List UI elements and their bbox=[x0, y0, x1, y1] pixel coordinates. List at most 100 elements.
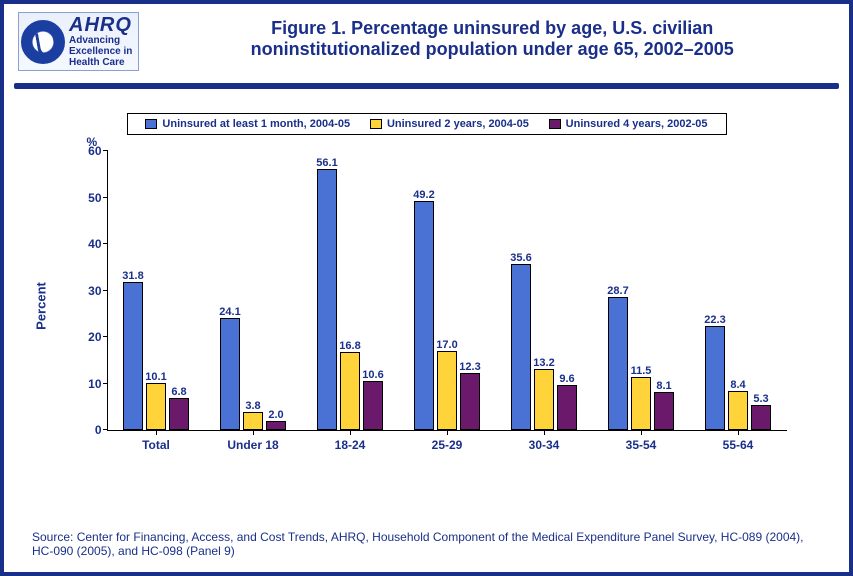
bar-s1: 24.1 bbox=[220, 318, 240, 430]
y-tick-mark bbox=[103, 429, 108, 430]
bar-s3: 5.3 bbox=[751, 405, 771, 430]
bar-group: 56.116.810.618-24 bbox=[302, 151, 399, 430]
category-label: 30-34 bbox=[529, 438, 560, 452]
category-label: 55-64 bbox=[723, 438, 754, 452]
legend-swatch-s1 bbox=[145, 119, 157, 129]
bar-value-label: 6.8 bbox=[171, 386, 186, 398]
y-tick-label: 20 bbox=[88, 330, 101, 344]
bar-value-label: 5.3 bbox=[753, 393, 768, 405]
legend-item-s1: Uninsured at least 1 month, 2004-05 bbox=[145, 118, 350, 130]
bar-value-label: 3.8 bbox=[245, 400, 260, 412]
bar-value-label: 56.1 bbox=[316, 157, 337, 169]
bar-group: 49.217.012.325-29 bbox=[399, 151, 496, 430]
x-tick-mark bbox=[544, 430, 545, 435]
y-tick-label: 0 bbox=[95, 423, 102, 437]
bar-s1: 31.8 bbox=[123, 282, 143, 430]
x-tick-mark bbox=[447, 430, 448, 435]
category-label: Total bbox=[142, 438, 170, 452]
bar-s2: 17.0 bbox=[437, 351, 457, 430]
bar-group: 31.810.16.8Total bbox=[108, 151, 205, 430]
bar-value-label: 10.6 bbox=[362, 369, 383, 381]
bar-group: 35.613.29.630-34 bbox=[496, 151, 593, 430]
chart-legend: Uninsured at least 1 month, 2004-05 Unin… bbox=[127, 113, 727, 135]
x-tick-mark bbox=[156, 430, 157, 435]
bar-value-label: 24.1 bbox=[219, 306, 240, 318]
y-tick-mark bbox=[103, 150, 108, 151]
x-tick-mark bbox=[253, 430, 254, 435]
bar-group: 28.711.58.135-54 bbox=[593, 151, 690, 430]
y-tick-mark bbox=[103, 383, 108, 384]
category-label: 18-24 bbox=[335, 438, 366, 452]
ahrq-logo: AHRQ Advancing Excellence in Health Care bbox=[69, 15, 132, 68]
ahrq-wordmark: AHRQ bbox=[69, 15, 132, 35]
bar-s3: 12.3 bbox=[460, 373, 480, 430]
bar-s2: 11.5 bbox=[631, 377, 651, 430]
title-line-2: noninstitutionalized population under ag… bbox=[251, 39, 734, 59]
bar-s3: 2.0 bbox=[266, 421, 286, 430]
bar-s1: 22.3 bbox=[705, 326, 725, 430]
bar-value-label: 28.7 bbox=[607, 285, 628, 297]
bar-value-label: 31.8 bbox=[122, 270, 143, 282]
legend-item-s2: Uninsured 2 years, 2004-05 bbox=[370, 118, 529, 130]
header-rule bbox=[14, 83, 839, 89]
bar-s1: 28.7 bbox=[608, 297, 628, 430]
bar-value-label: 12.3 bbox=[459, 361, 480, 373]
bar-value-label: 17.0 bbox=[436, 339, 457, 351]
chart-area: Percent % 31.810.16.8Total24.13.82.0Unde… bbox=[47, 141, 807, 471]
legend-label-s1: Uninsured at least 1 month, 2004-05 bbox=[162, 118, 350, 130]
bar-value-label: 16.8 bbox=[339, 340, 360, 352]
bar-s1: 35.6 bbox=[511, 264, 531, 430]
y-tick-mark bbox=[103, 243, 108, 244]
header: AHRQ Advancing Excellence in Health Care… bbox=[14, 10, 839, 81]
legend-swatch-s3 bbox=[549, 119, 561, 129]
y-axis-label: Percent bbox=[33, 282, 48, 330]
y-tick-label: 40 bbox=[88, 237, 101, 251]
y-tick-label: 50 bbox=[88, 191, 101, 205]
legend-label-s3: Uninsured 4 years, 2002-05 bbox=[566, 118, 708, 130]
bar-value-label: 8.1 bbox=[656, 380, 671, 392]
category-label: Under 18 bbox=[227, 438, 278, 452]
x-tick-mark bbox=[641, 430, 642, 435]
bar-s3: 8.1 bbox=[654, 392, 674, 430]
category-label: 35-54 bbox=[626, 438, 657, 452]
bar-value-label: 11.5 bbox=[631, 365, 652, 377]
bar-s3: 9.6 bbox=[557, 385, 577, 430]
bar-value-label: 35.6 bbox=[510, 252, 531, 264]
bar-value-label: 10.1 bbox=[145, 371, 166, 383]
ahrq-tagline-1: Advancing bbox=[69, 35, 132, 46]
source-note: Source: Center for Financing, Access, an… bbox=[32, 530, 821, 558]
legend-label-s2: Uninsured 2 years, 2004-05 bbox=[387, 118, 529, 130]
bar-s2: 8.4 bbox=[728, 391, 748, 430]
bar-value-label: 2.0 bbox=[268, 409, 283, 421]
bar-s1: 49.2 bbox=[414, 201, 434, 430]
y-tick-label: 30 bbox=[88, 284, 101, 298]
bar-s2: 13.2 bbox=[534, 369, 554, 430]
plot-region: 31.810.16.8Total24.13.82.0Under 1856.116… bbox=[107, 151, 787, 431]
title-line-1: Figure 1. Percentage uninsured by age, U… bbox=[271, 18, 713, 38]
ahrq-tagline-3: Health Care bbox=[69, 57, 132, 68]
bar-s3: 6.8 bbox=[169, 398, 189, 430]
bar-value-label: 8.4 bbox=[730, 379, 745, 391]
bar-value-label: 13.2 bbox=[533, 357, 554, 369]
bar-groups: 31.810.16.8Total24.13.82.0Under 1856.116… bbox=[108, 151, 787, 430]
legend-swatch-s2 bbox=[370, 119, 382, 129]
x-tick-mark bbox=[350, 430, 351, 435]
bar-s2: 10.1 bbox=[146, 383, 166, 430]
y-tick-mark bbox=[103, 290, 108, 291]
bar-s3: 10.6 bbox=[363, 381, 383, 430]
figure-title: Figure 1. Percentage uninsured by age, U… bbox=[149, 12, 835, 60]
figure-container: AHRQ Advancing Excellence in Health Care… bbox=[0, 0, 853, 576]
ahrq-tagline-2: Excellence in bbox=[69, 46, 132, 57]
bar-s2: 3.8 bbox=[243, 412, 263, 430]
bar-s1: 56.1 bbox=[317, 169, 337, 430]
bar-group: 22.38.45.355-64 bbox=[690, 151, 787, 430]
bar-value-label: 9.6 bbox=[559, 373, 574, 385]
bar-value-label: 49.2 bbox=[413, 189, 434, 201]
y-tick-mark bbox=[103, 197, 108, 198]
legend-item-s3: Uninsured 4 years, 2002-05 bbox=[549, 118, 708, 130]
x-tick-mark bbox=[738, 430, 739, 435]
bar-group: 24.13.82.0Under 18 bbox=[205, 151, 302, 430]
logo-block: AHRQ Advancing Excellence in Health Care bbox=[18, 12, 139, 71]
y-tick-mark bbox=[103, 336, 108, 337]
bar-s2: 16.8 bbox=[340, 352, 360, 430]
